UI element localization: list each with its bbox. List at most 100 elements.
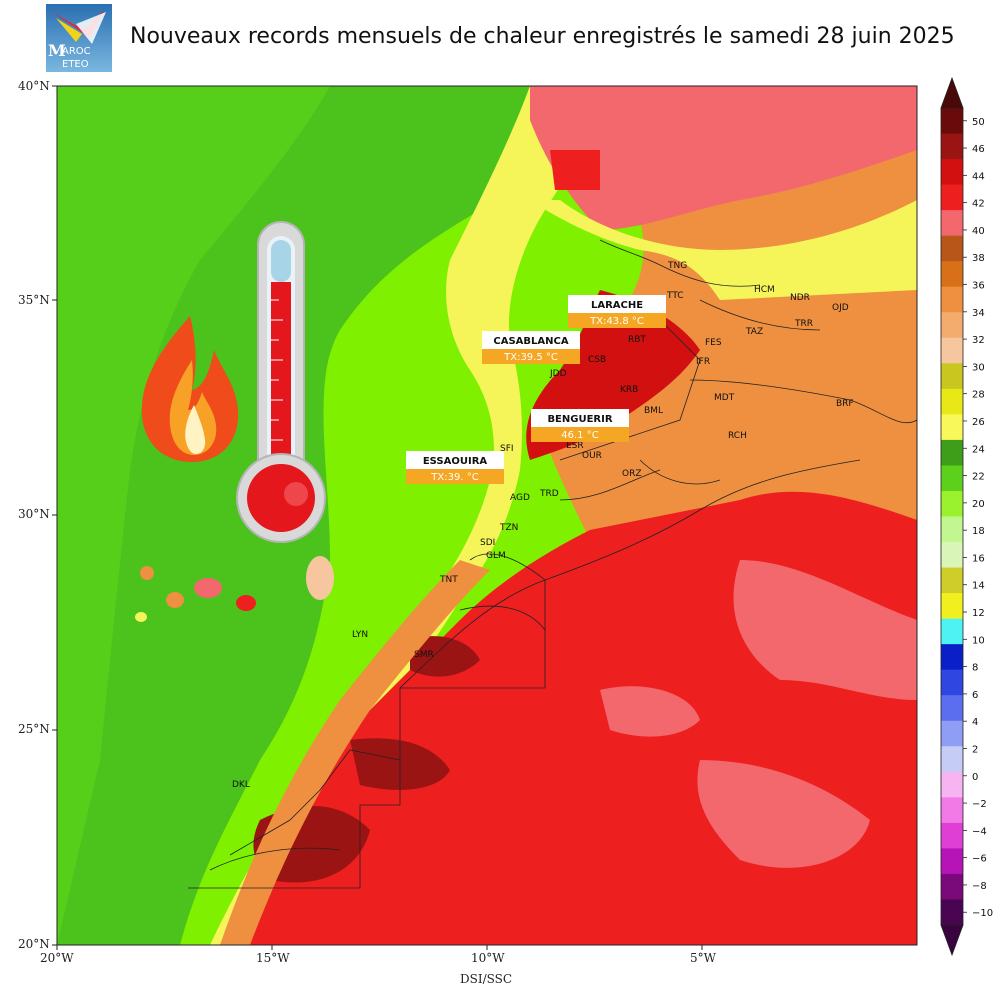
colorbar-swatch: [941, 261, 963, 288]
colorbar-swatch: [941, 133, 963, 160]
station-ifr: IFR: [696, 357, 710, 367]
callout-essaouira-name: ESSAOUIRA: [423, 456, 488, 467]
colorbar-swatch: [941, 567, 963, 594]
colorbar-label: 36: [972, 281, 985, 292]
station-trd: TRD: [539, 489, 559, 499]
station-fes: FES: [705, 338, 722, 348]
admin-borders: [188, 239, 917, 889]
colorbar-label: 18: [972, 526, 985, 537]
coastal-orange-band: [220, 560, 490, 945]
colorbar-label: 42: [972, 199, 985, 210]
colorbar-label: 44: [972, 171, 985, 182]
logo-line1: AROC: [62, 46, 91, 57]
colorbar-label: 46: [972, 144, 985, 155]
colorbar-label: 40: [972, 226, 985, 237]
colorbar-swatch: [941, 108, 963, 135]
sahara-patch-3: [600, 686, 700, 737]
credit-label: DSI/SSC: [460, 972, 513, 986]
x-axis: 20°W 15°W 10°W 5°W: [40, 951, 717, 965]
x-tick-marks: [56, 945, 703, 950]
colorbar-min-extend: [940, 924, 964, 957]
ocean-cool-zone-2: [57, 86, 330, 945]
sahara-patch-2: [697, 760, 870, 868]
colorbar-frame: [940, 107, 964, 926]
station-dkl: DKL: [232, 780, 250, 790]
station-trr: TRR: [794, 319, 813, 329]
colorbar-label: −10: [972, 908, 993, 919]
station-taz: TAZ: [745, 327, 763, 337]
colorbar-label: 30: [972, 362, 985, 373]
y-tick-marks: [52, 85, 57, 946]
x-tick-10w: 10°W: [471, 951, 505, 965]
thermometer-icon: [236, 221, 326, 543]
station-krb: KRB: [620, 385, 638, 395]
callout-benguerir: BENGUERIR 46.1 °C: [531, 409, 629, 442]
colorbar-label: 6: [972, 690, 978, 701]
sahara-hot-zone: [57, 491, 917, 945]
canary-island-6: [135, 612, 147, 622]
colorbar-swatch: [941, 235, 963, 262]
colorbar-label: 16: [972, 553, 985, 564]
colorbar-swatch: [941, 848, 963, 875]
station-bml: BML: [644, 406, 663, 416]
colorbar-label: 20: [972, 499, 985, 510]
colorbar-label: 50: [972, 117, 985, 128]
station-rbt: RBT: [628, 335, 646, 345]
colorbar-swatch: [941, 720, 963, 747]
colorbar-swatch: [941, 490, 963, 517]
y-tick-35n: 35°N: [18, 293, 50, 307]
station-csb: CSB: [588, 355, 606, 365]
callout-casablanca: CASABLANCA TX:39.5 °C: [482, 331, 580, 364]
colorbar-label: 12: [972, 608, 985, 619]
colorbar-label: 14: [972, 581, 985, 592]
extreme-core-3: [410, 636, 480, 677]
station-sfi: SFI: [500, 444, 514, 454]
colorbar-label: −8: [972, 881, 987, 892]
colorbar-label: 8: [972, 663, 978, 674]
colorbar-swatch: [941, 542, 963, 569]
x-tick-20w: 20°W: [40, 951, 74, 965]
station-sdi: SDI: [480, 538, 495, 548]
station-glm: GLM: [486, 551, 506, 561]
station-ndr: NDR: [790, 293, 810, 303]
station-agd: AGD: [510, 493, 530, 503]
station-tzn: TZN: [499, 523, 518, 533]
colorbar-label: 34: [972, 308, 985, 319]
colorbar-label: 32: [972, 335, 985, 346]
station-lyn: LYN: [352, 630, 368, 640]
colorbar-swatch: [941, 771, 963, 798]
colorbar-swatch: [941, 822, 963, 849]
colorbar-swatch: [941, 363, 963, 390]
canary-island-1: [140, 566, 154, 580]
canary-island-5: [306, 556, 334, 600]
y-axis: 40°N 35°N 30°N 25°N 20°N: [18, 79, 50, 951]
station-ttc: TTC: [666, 291, 684, 301]
colorbar-swatch: [941, 286, 963, 313]
station-esr: ESR: [566, 441, 584, 451]
colorbar-label: −2: [972, 799, 987, 810]
logo-initial-m: M: [48, 41, 66, 60]
colorbar-label: 26: [972, 417, 985, 428]
colorbar-swatch: [941, 797, 963, 824]
callout-casablanca-name: CASABLANCA: [493, 336, 568, 347]
colorbar-label: 0: [972, 772, 978, 783]
station-ojd: OJD: [832, 303, 849, 313]
colorbar-label: 10: [972, 635, 985, 646]
station-smr: SMR: [414, 650, 434, 660]
colorbar-swatch: [941, 695, 963, 722]
spain-hot-zone: [530, 86, 917, 230]
callout-essaouira: ESSAOUIRA TX:39. °C: [406, 451, 504, 484]
colorbar-swatch: [941, 439, 963, 466]
canary-island-2: [166, 592, 184, 608]
colorbar-swatch: [941, 746, 963, 773]
callout-larache-value: TX:43.8 °C: [589, 316, 644, 327]
colorbar-label: 2: [972, 744, 978, 755]
canary-island-3: [194, 578, 222, 598]
colorbar-swatch: [941, 644, 963, 671]
colorbar-swatch: [941, 618, 963, 645]
colorbar-label: −4: [972, 826, 987, 837]
station-tnt: TNT: [439, 575, 458, 585]
colorbar-label: 28: [972, 390, 985, 401]
colorbar-swatch: [941, 873, 963, 900]
